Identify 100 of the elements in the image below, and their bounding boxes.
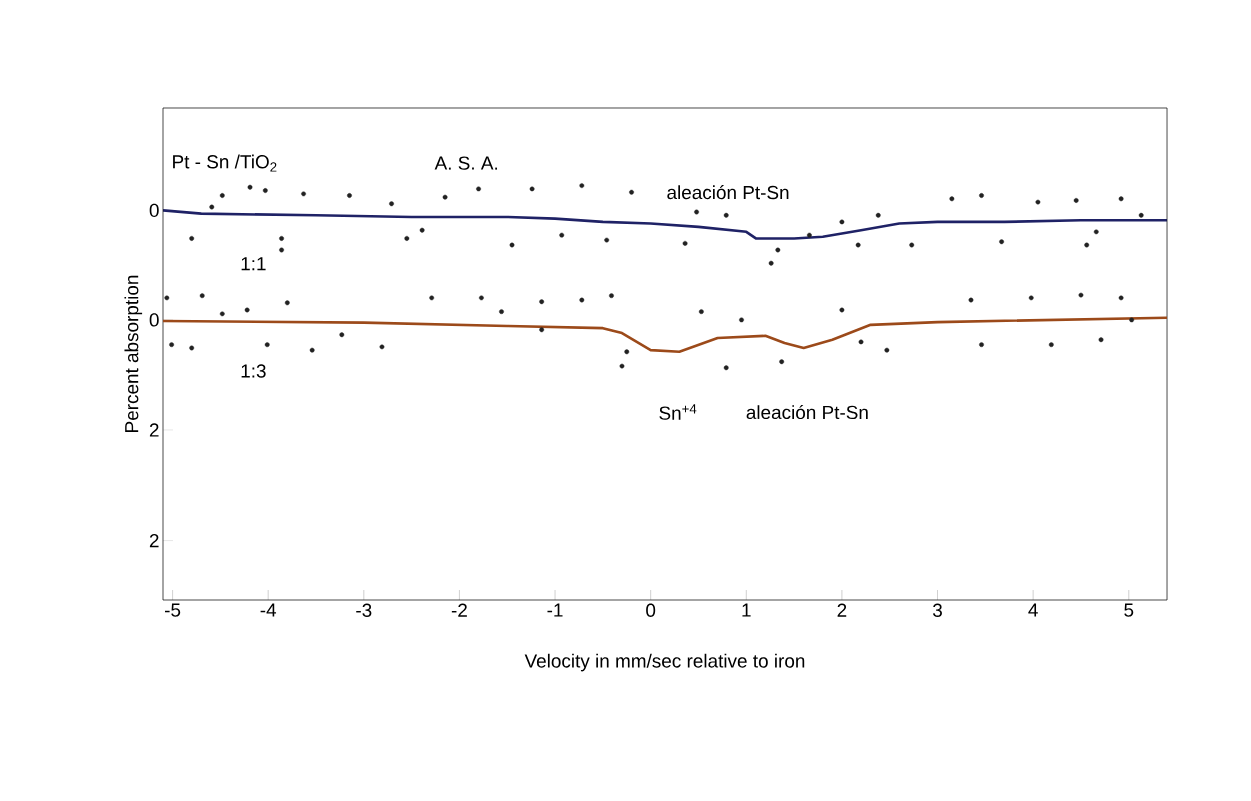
point <box>539 327 545 333</box>
point <box>1084 242 1090 248</box>
point <box>1118 295 1124 301</box>
point <box>476 186 481 192</box>
point <box>419 227 425 233</box>
point <box>1129 317 1135 323</box>
point <box>884 347 890 353</box>
point <box>1098 337 1104 343</box>
point <box>1093 229 1099 235</box>
point <box>579 183 585 188</box>
point <box>199 293 205 299</box>
x-tick-label: 3 <box>932 603 942 617</box>
annotation: Sn$^{+4}$ <box>659 404 697 420</box>
point <box>279 247 284 253</box>
point <box>404 236 410 241</box>
point <box>807 232 812 238</box>
point <box>858 339 864 345</box>
point <box>1028 295 1034 301</box>
point <box>379 344 385 350</box>
point <box>968 297 974 303</box>
point <box>1073 198 1079 203</box>
point <box>389 201 394 207</box>
x-tick-label: 1 <box>742 603 751 617</box>
point <box>479 295 484 301</box>
point <box>284 300 290 306</box>
y-tick-label: 0 <box>149 313 159 327</box>
x-tick-label: -4 <box>260 603 277 617</box>
annotation: A. S. A. <box>434 156 498 170</box>
point <box>539 299 545 305</box>
point <box>301 191 306 197</box>
point <box>559 232 565 238</box>
point <box>619 363 625 369</box>
point <box>164 295 170 301</box>
point <box>347 193 352 198</box>
point <box>768 260 774 266</box>
point <box>264 342 270 348</box>
point <box>1118 196 1124 202</box>
point <box>694 209 699 215</box>
point <box>1078 292 1084 298</box>
point <box>189 236 195 241</box>
y-tick-label: 2 <box>149 423 159 437</box>
point <box>875 212 881 218</box>
point <box>309 347 315 353</box>
point <box>219 193 225 198</box>
point <box>999 239 1004 245</box>
point <box>189 345 195 351</box>
x-tick-label: -2 <box>451 603 467 617</box>
point <box>624 349 630 355</box>
text: 1:1 <box>241 257 266 271</box>
point <box>839 307 845 313</box>
point <box>169 342 175 348</box>
point <box>429 295 435 301</box>
point <box>499 309 504 315</box>
point <box>219 311 225 317</box>
point <box>279 236 284 241</box>
point <box>1138 212 1144 218</box>
y-tick-label: 2 <box>149 533 159 548</box>
point <box>839 219 845 225</box>
point <box>739 317 744 323</box>
point <box>509 242 515 248</box>
x-tick-label: 4 <box>1028 603 1038 617</box>
x-tick-label: 2 <box>837 603 847 617</box>
annotation: Pt - Sn /TiO$_{2}$ <box>173 154 277 172</box>
point <box>262 188 268 193</box>
point <box>604 237 610 243</box>
y-axis-title: Percent absorption <box>124 275 143 432</box>
point <box>855 242 861 248</box>
x-tick-label: -5 <box>164 603 181 617</box>
point <box>1035 199 1041 205</box>
line-series <box>163 209 1168 240</box>
point <box>949 196 955 202</box>
point <box>909 242 915 248</box>
point <box>723 365 729 371</box>
point <box>979 342 984 348</box>
point <box>247 184 253 190</box>
x-tick-label: 0 <box>646 603 656 617</box>
point <box>775 247 781 253</box>
point <box>723 212 729 218</box>
point <box>209 204 215 210</box>
x-tick-label: -3 <box>356 603 372 617</box>
point <box>779 359 785 365</box>
x-tick-label: -1 <box>547 603 563 617</box>
point <box>629 189 634 195</box>
point <box>339 332 345 338</box>
point <box>698 309 704 315</box>
point <box>1048 342 1054 348</box>
line-series <box>163 316 1168 354</box>
point <box>529 186 535 192</box>
x-axis-title: Velocity in mm/sec relative to iron <box>524 653 805 672</box>
x-tick-label: 5 <box>1124 603 1134 617</box>
annotation: aleación Pt-Sn <box>746 404 868 420</box>
y-tick-label: 0 <box>149 203 159 218</box>
point <box>979 193 984 198</box>
point <box>244 307 250 313</box>
point <box>579 297 585 303</box>
text: 1:3 <box>241 364 266 378</box>
annotation: aleación Pt-Sn <box>667 185 789 200</box>
point <box>442 194 448 200</box>
point <box>682 240 688 246</box>
point <box>609 293 614 299</box>
